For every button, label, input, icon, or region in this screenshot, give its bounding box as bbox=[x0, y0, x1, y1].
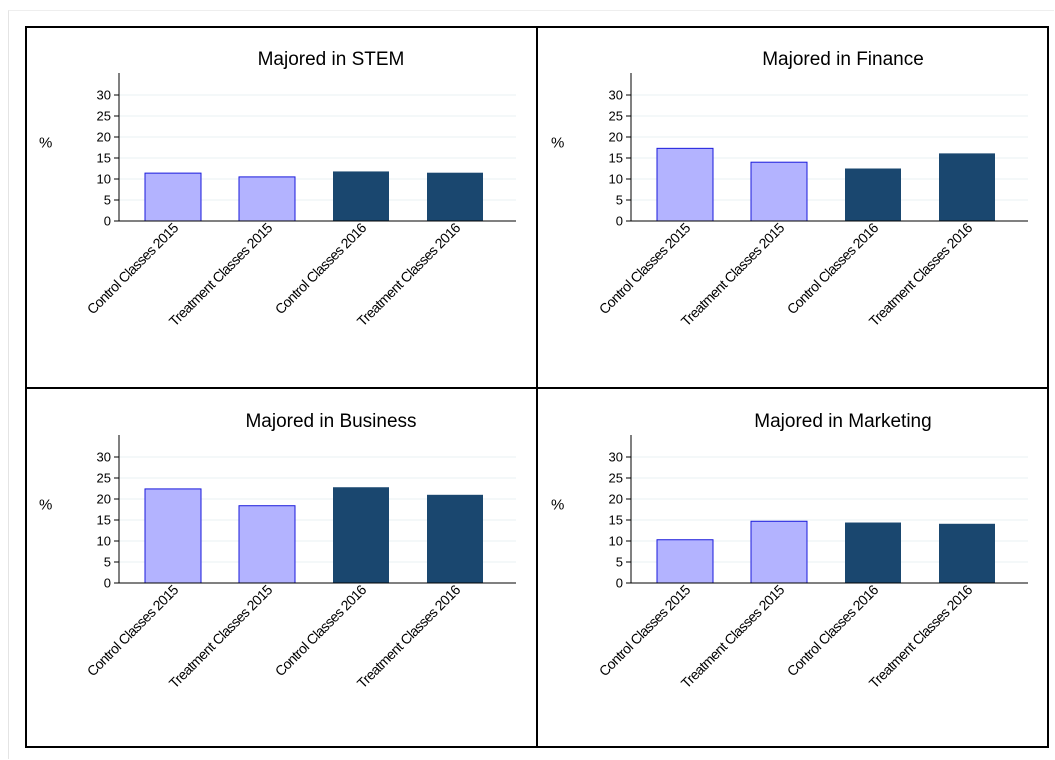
y-axis-label: % bbox=[39, 497, 52, 514]
y-tick-label-1: 5 bbox=[616, 555, 623, 570]
y-axis-label: % bbox=[39, 135, 52, 152]
category-label-3: Control Classes 2016 bbox=[784, 219, 882, 317]
bar-2 bbox=[238, 505, 296, 584]
category-label-3: Control Classes 2016 bbox=[272, 219, 370, 317]
category-label-3: Control Classes 2016 bbox=[272, 581, 370, 679]
chart-title: Majored in STEM bbox=[258, 49, 405, 70]
y-tick-label-0: 0 bbox=[616, 214, 623, 229]
category-label-2: Treatment Classes 2015 bbox=[678, 581, 788, 691]
bar-3 bbox=[845, 168, 901, 221]
bar-1 bbox=[144, 488, 202, 584]
category-label-1: Control Classes 2015 bbox=[84, 219, 182, 317]
y-tick-label-1: 5 bbox=[104, 555, 111, 570]
y-tick-label-4: 20 bbox=[97, 492, 111, 507]
category-label-4: Treatment Classes 2016 bbox=[354, 219, 464, 329]
y-tick-label-6: 30 bbox=[609, 450, 623, 465]
y-tick-label-6: 30 bbox=[97, 88, 111, 103]
y-tick-label-4: 20 bbox=[97, 130, 111, 145]
y-tick-label-2: 10 bbox=[97, 534, 111, 549]
bar-3 bbox=[333, 487, 389, 583]
category-label-1: Control Classes 2015 bbox=[84, 581, 182, 679]
chart-panel-4: 0 5 10 15 20 25 30% Majored in Marketing Control… bbox=[551, 411, 1028, 691]
bar-chart-grid: 0 5 10 15 20 25 30% Majored in STEM Control Clas… bbox=[25, 26, 1049, 748]
category-label-2: Treatment Classes 2015 bbox=[166, 219, 276, 329]
bar-1 bbox=[656, 539, 714, 584]
bar-2 bbox=[238, 176, 296, 222]
chart-title: Majored in Finance bbox=[762, 49, 924, 70]
y-tick-label-1: 5 bbox=[104, 193, 111, 208]
bar-3 bbox=[845, 522, 901, 583]
category-label-1: Control Classes 2015 bbox=[596, 581, 694, 679]
y-tick-label-0: 0 bbox=[104, 214, 111, 229]
y-tick-label-3: 15 bbox=[97, 151, 111, 166]
chart-panel-3: 0 5 10 15 20 25 30% Majored in Business Control … bbox=[39, 411, 516, 691]
bar-2 bbox=[750, 520, 808, 584]
category-label-4: Treatment Classes 2016 bbox=[866, 581, 976, 691]
bar-4 bbox=[427, 494, 483, 583]
bar-4 bbox=[939, 523, 995, 583]
category-label-1: Control Classes 2015 bbox=[596, 219, 694, 317]
category-label-2: Treatment Classes 2015 bbox=[678, 219, 788, 329]
category-label-4: Treatment Classes 2016 bbox=[866, 219, 976, 329]
y-tick-label-0: 0 bbox=[104, 576, 111, 591]
y-tick-label-5: 25 bbox=[609, 471, 623, 486]
y-tick-label-3: 15 bbox=[97, 513, 111, 528]
bar-1 bbox=[144, 172, 202, 222]
chart-panel-2: 0 5 10 15 20 25 30% Majored in Finance Control C… bbox=[551, 49, 1028, 329]
category-label-4: Treatment Classes 2016 bbox=[354, 581, 464, 691]
category-label-2: Treatment Classes 2015 bbox=[166, 581, 276, 691]
chart-panel-1: 0 5 10 15 20 25 30% Majored in STEM Control Clas… bbox=[39, 49, 516, 329]
bar-1 bbox=[656, 147, 714, 222]
y-axis-label: % bbox=[551, 497, 564, 514]
y-tick-label-6: 30 bbox=[97, 450, 111, 465]
y-tick-label-2: 10 bbox=[609, 172, 623, 187]
y-tick-label-5: 25 bbox=[97, 109, 111, 124]
category-label-3: Control Classes 2016 bbox=[784, 581, 882, 679]
y-tick-label-5: 25 bbox=[609, 109, 623, 124]
chart-title: Majored in Marketing bbox=[754, 411, 931, 432]
y-tick-label-3: 15 bbox=[609, 151, 623, 166]
y-tick-label-1: 5 bbox=[616, 193, 623, 208]
bar-4 bbox=[427, 172, 483, 221]
y-tick-label-0: 0 bbox=[616, 576, 623, 591]
chart-title: Majored in Business bbox=[245, 411, 416, 432]
y-axis-label: % bbox=[551, 135, 564, 152]
y-tick-label-6: 30 bbox=[609, 88, 623, 103]
y-tick-label-5: 25 bbox=[97, 471, 111, 486]
bar-2 bbox=[750, 161, 808, 222]
y-tick-label-4: 20 bbox=[609, 492, 623, 507]
y-tick-label-4: 20 bbox=[609, 130, 623, 145]
figure-frame bbox=[8, 10, 1054, 759]
y-tick-label-2: 10 bbox=[97, 172, 111, 187]
y-tick-label-3: 15 bbox=[609, 513, 623, 528]
bar-3 bbox=[333, 171, 389, 221]
bar-4 bbox=[939, 153, 995, 221]
y-tick-label-2: 10 bbox=[609, 534, 623, 549]
